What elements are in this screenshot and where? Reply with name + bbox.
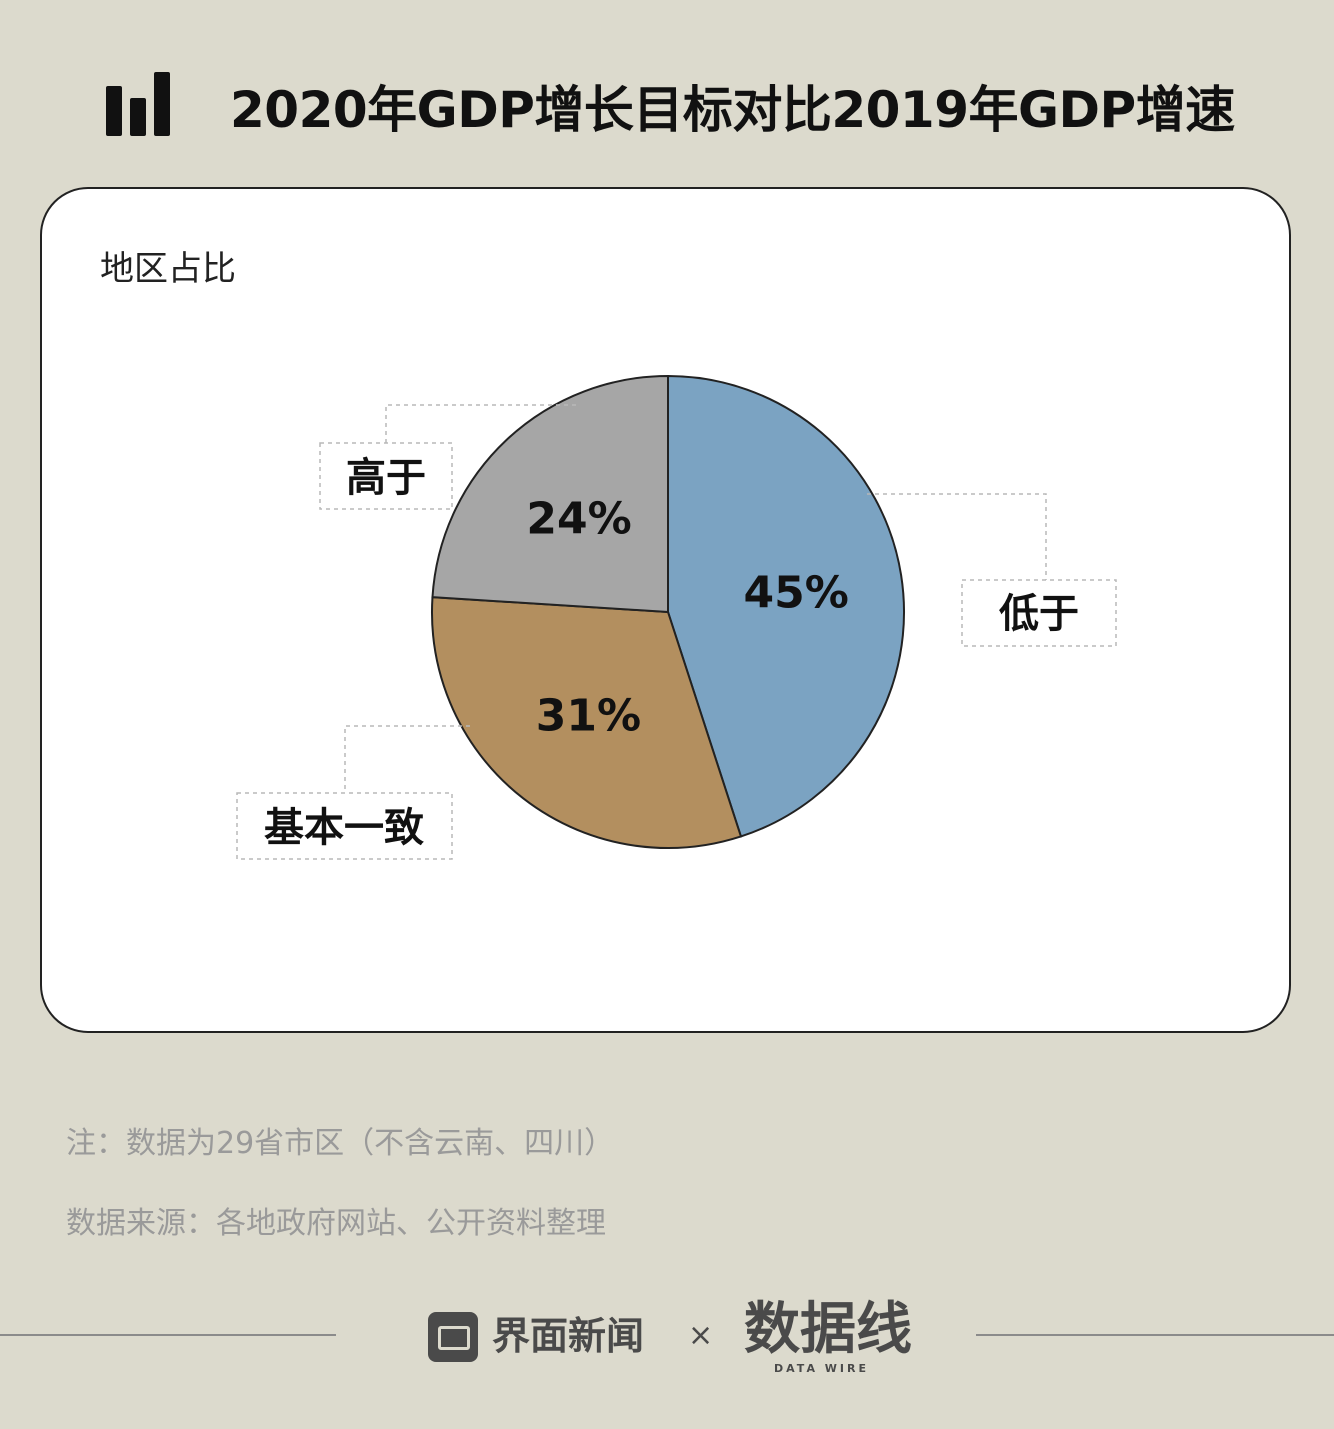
pie-category-label: 基本一致: [264, 805, 424, 851]
callout-box: [961, 579, 1117, 647]
brand-separator: ×: [688, 1318, 714, 1353]
jiemian-logo-icon: [428, 1312, 478, 1362]
callout-box: [236, 792, 453, 860]
footer-line-left: [0, 1334, 336, 1336]
title-row: 2020年GDP增长目标对比2019年GDP增速: [106, 70, 1286, 150]
bar-chart-icon: [106, 72, 172, 136]
brand-name: 界面新闻: [492, 1314, 645, 1358]
footer-line-right: [976, 1334, 1334, 1336]
pie-category-label: 高于: [346, 455, 426, 501]
pie-value-label: 31%: [536, 691, 641, 742]
pie-slice-3: [431, 374, 669, 614]
source-text: 数据来源：各地政府网站、公开资料整理: [66, 1206, 606, 1241]
note-text: 注：数据为29省市区（不含云南、四川）: [66, 1126, 615, 1161]
callout-line: [344, 725, 470, 793]
pie-value-label: 45%: [744, 568, 849, 619]
pie-slice-1: [667, 374, 905, 838]
callout-box: [319, 442, 453, 510]
pie-slice-2: [431, 596, 743, 849]
pie-category-label: 低于: [999, 591, 1079, 637]
chart-card: 地区占比 45% 低于 31% 基本一致 24% 高于: [40, 187, 1291, 1033]
pie-chart: 45% 低于 31% 基本一致 24% 高于: [236, 374, 1117, 860]
partner-logo-sub: DATA WIRE: [774, 1362, 869, 1375]
chart-subtitle: 地区占比: [100, 249, 236, 289]
callout-line: [867, 493, 1047, 580]
partner-logo: 数据线: [744, 1297, 912, 1362]
page-title: 2020年GDP增长目标对比2019年GDP增速: [230, 81, 1235, 139]
pie-value-label: 24%: [526, 493, 631, 544]
